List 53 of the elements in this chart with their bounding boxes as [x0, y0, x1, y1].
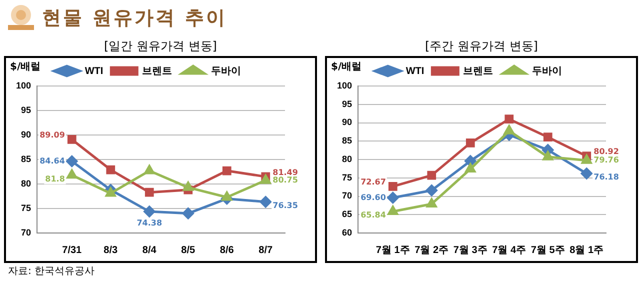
x-tick-label: 7월 2주 [414, 244, 449, 256]
data-label: 80.92 [594, 147, 619, 156]
legend-label: WTI [84, 66, 104, 77]
text: 자료: 한국석유공사 [8, 265, 95, 278]
y-tick-label: 100 [336, 80, 352, 90]
data-label: 69.60 [360, 192, 386, 202]
chart-title: 현물 원유가격 추이 [42, 6, 228, 31]
y-tick-label: 65 [342, 209, 352, 220]
y-tick-label: 75 [21, 202, 32, 213]
x-tick-label: 8/4 [142, 244, 157, 256]
y-tick-label: 90 [342, 117, 352, 128]
chart-subtitle: [주간 원유가격 변동] [424, 38, 539, 54]
y-tick-label: 95 [21, 104, 32, 115]
x-tick-label: 7월 4주 [492, 244, 526, 256]
x-tick-label: 7월 1주 [376, 244, 410, 256]
x-tick-label: 8/3 [104, 244, 118, 256]
y-tick-label: 100 [16, 80, 32, 90]
y-tick-label: 70 [21, 227, 32, 238]
data-label: 76.35 [272, 200, 298, 210]
y-tick-label: 85 [21, 154, 32, 164]
data-label: 81.8 [45, 174, 66, 184]
data-label: 89.09 [40, 130, 66, 140]
chart-subtitle: [일간 원유가격 변동] [103, 38, 218, 54]
x-tick-label: 8/5 [181, 244, 196, 256]
x-tick-label: 8월 1주 [570, 244, 604, 256]
data-label: 72.67 [360, 178, 386, 187]
data-label: 65.84 [360, 210, 386, 220]
x-tick-label: 7월 5주 [530, 244, 565, 256]
y-tick-label: 80 [342, 154, 352, 164]
x-tick-label: 8/6 [220, 244, 234, 256]
legend-label: WTI [406, 66, 424, 77]
y-tick-label: 70 [342, 190, 352, 201]
legend-label: 두바이 [532, 66, 562, 77]
data-label: 81.49 [272, 168, 298, 177]
y-axis-title: $/배럴 [331, 62, 362, 73]
y-tick-label: 90 [21, 129, 32, 140]
x-tick-label: 7월 3주 [453, 244, 488, 256]
y-tick-label: 95 [342, 98, 352, 109]
y-tick-label: 75 [342, 172, 352, 182]
legend-label: 브렌트 [142, 66, 172, 77]
data-label: 76.18 [594, 172, 620, 182]
y-axis-title: $/배럴 [10, 62, 41, 73]
data-label: 84.64 [40, 156, 66, 166]
data-label: 74.38 [136, 218, 162, 228]
data-label: 79.76 [594, 155, 620, 164]
legend-label: 브렌트 [463, 66, 494, 77]
x-tick-label: 8/7 [258, 244, 274, 256]
y-tick-label: 85 [342, 136, 352, 146]
data-label: 80.75 [272, 175, 298, 184]
x-tick-label: 7/31 [62, 244, 82, 256]
legend-label: 두바이 [211, 66, 242, 77]
y-tick-label: 60 [342, 227, 352, 238]
y-tick-label: 80 [21, 178, 32, 188]
